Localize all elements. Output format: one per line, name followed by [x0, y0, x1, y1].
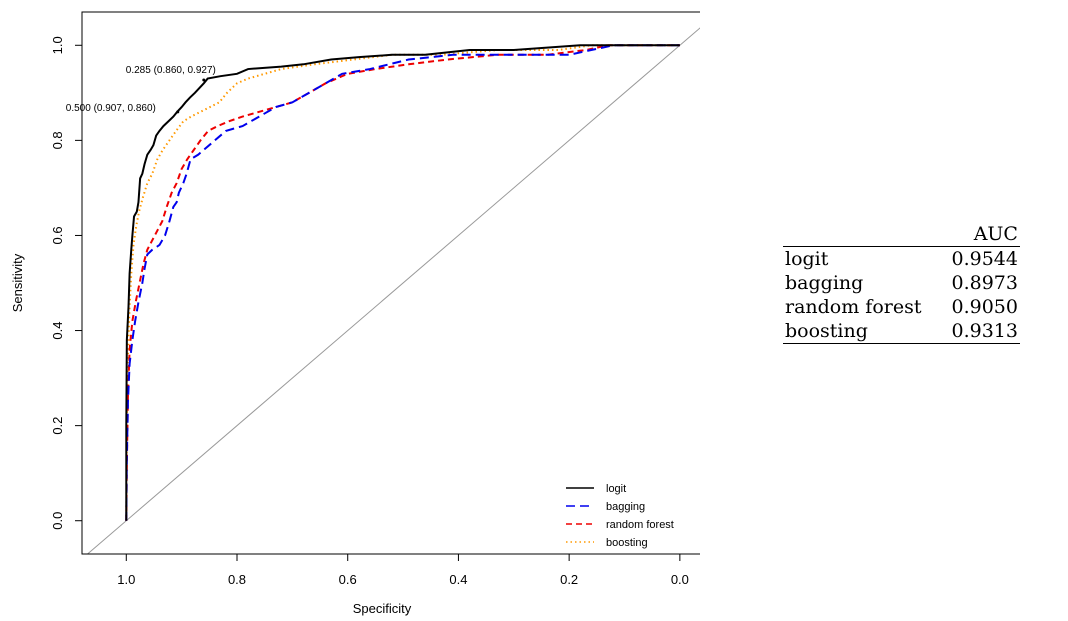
auc-row-bagging: bagging 0.8973 — [783, 271, 1020, 295]
auc-row-logit: logit 0.9544 — [783, 247, 1020, 272]
auc-row-value: 0.9544 — [951, 248, 1018, 270]
legend: logit bagging random forest boosting — [566, 483, 674, 549]
diagonal-reference-line — [86, 27, 700, 554]
auc-table-header: AUC — [783, 222, 1020, 247]
auc-row-model: bagging — [785, 272, 864, 294]
series-line-logit — [125, 44, 680, 521]
legend-label-boosting: boosting — [606, 537, 648, 549]
auc-row-value: 0.8973 — [951, 272, 1018, 294]
auc-table: AUC logit 0.9544 bagging 0.8973 random f… — [783, 222, 1020, 344]
y-tick-label: 0.4 — [50, 322, 65, 340]
x-tick-label: 0.8 — [228, 572, 246, 587]
plot-frame — [81, 11, 700, 555]
y-tick-label: 1.0 — [50, 36, 65, 54]
x-tick-label: 0.6 — [339, 572, 357, 587]
series-line-bagging — [125, 44, 680, 521]
series-line-random-forest — [125, 44, 680, 521]
auc-row-model: logit — [785, 248, 829, 270]
x-tick-label: 0.0 — [671, 572, 689, 587]
legend-label-logit: logit — [606, 483, 626, 495]
auc-row-random-forest: random forest 0.9050 — [783, 295, 1020, 319]
x-tick-label: 1.0 — [117, 572, 135, 587]
annotation-point — [176, 110, 180, 114]
annotation-label: 0.500 (0.907, 0.860) — [66, 103, 156, 114]
auc-row-model: random forest — [785, 296, 922, 318]
roc-chart: 0.285 (0.860, 0.927) 0.500 (0.907, 0.860)… — [10, 11, 700, 616]
x-axis-title: Specificity — [353, 601, 412, 616]
auc-row-value: 0.9050 — [951, 296, 1018, 318]
y-tick-label: 0.2 — [50, 417, 65, 435]
auc-row-model: boosting — [783, 319, 924, 344]
auc-row-value: 0.9313 — [923, 319, 1020, 344]
legend-label-bagging: bagging — [606, 501, 645, 513]
x-tick-label: 0.4 — [449, 572, 467, 587]
annotation-label: 0.285 (0.860, 0.927) — [126, 65, 216, 76]
auc-header-value: AUC — [923, 222, 1020, 247]
y-axis-title: Sensitivity — [10, 253, 25, 312]
y-tick-label: 0.0 — [50, 512, 65, 530]
auc-header-model — [783, 222, 924, 247]
legend-label-random-forest: random forest — [606, 519, 674, 531]
x-tick-label: 0.2 — [560, 572, 578, 587]
auc-row-boosting: boosting 0.9313 — [783, 319, 1020, 344]
y-tick-label: 0.6 — [50, 226, 65, 244]
y-tick-label: 0.8 — [50, 131, 65, 149]
annotation-point — [202, 78, 206, 82]
